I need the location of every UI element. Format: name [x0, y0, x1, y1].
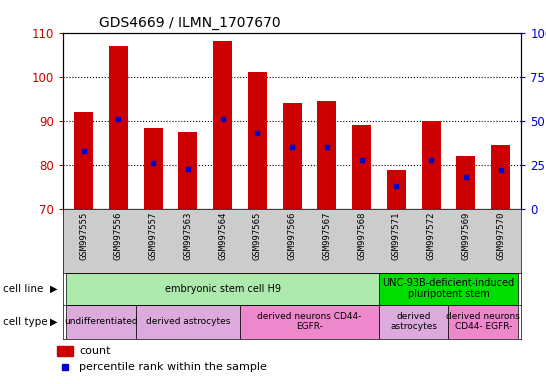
Text: GSM997572: GSM997572: [426, 211, 436, 260]
Text: GSM997557: GSM997557: [149, 211, 158, 260]
Bar: [379, 273, 518, 305]
Text: cell line: cell line: [3, 283, 43, 294]
Text: ▶: ▶: [50, 283, 57, 294]
Text: derived astrocytes: derived astrocytes: [146, 317, 230, 326]
Text: GSM997564: GSM997564: [218, 211, 227, 260]
Bar: [352, 125, 371, 209]
Text: GSM997555: GSM997555: [79, 211, 88, 260]
Bar: [248, 73, 267, 209]
Bar: [387, 170, 406, 209]
Bar: [66, 305, 136, 339]
Bar: [213, 41, 232, 209]
Bar: [109, 46, 128, 209]
Bar: [456, 156, 476, 209]
Text: UNC-93B-deficient-induced
pluripotent stem: UNC-93B-deficient-induced pluripotent st…: [382, 278, 514, 300]
Bar: [74, 112, 93, 209]
Bar: [379, 305, 448, 339]
Text: undifferentiated: undifferentiated: [64, 317, 138, 326]
Bar: [283, 103, 301, 209]
Text: GSM997567: GSM997567: [322, 211, 331, 260]
Text: GSM997556: GSM997556: [114, 211, 123, 260]
Bar: [240, 305, 379, 339]
Text: ▶: ▶: [50, 317, 57, 327]
Text: count: count: [79, 346, 111, 356]
Text: derived neurons
CD44- EGFR-: derived neurons CD44- EGFR-: [446, 312, 520, 331]
Bar: [136, 305, 240, 339]
Text: derived
astrocytes: derived astrocytes: [390, 312, 437, 331]
Text: GSM997568: GSM997568: [357, 211, 366, 260]
Text: percentile rank within the sample: percentile rank within the sample: [79, 362, 267, 372]
Text: cell type: cell type: [3, 317, 48, 327]
Text: GSM997563: GSM997563: [183, 211, 192, 260]
Bar: [179, 132, 198, 209]
Text: GSM997571: GSM997571: [392, 211, 401, 260]
Text: GSM997569: GSM997569: [461, 211, 470, 260]
Bar: [66, 273, 379, 305]
Bar: [422, 121, 441, 209]
Text: derived neurons CD44-
EGFR-: derived neurons CD44- EGFR-: [257, 312, 361, 331]
Text: GDS4669 / ILMN_1707670: GDS4669 / ILMN_1707670: [99, 16, 281, 30]
Text: GSM997566: GSM997566: [288, 211, 296, 260]
Bar: [448, 305, 518, 339]
Text: GSM997565: GSM997565: [253, 211, 262, 260]
Bar: [491, 145, 510, 209]
Bar: [144, 127, 163, 209]
Bar: [317, 101, 336, 209]
Bar: [57, 346, 73, 356]
Text: embryonic stem cell H9: embryonic stem cell H9: [165, 283, 281, 294]
Text: GSM997570: GSM997570: [496, 211, 505, 260]
